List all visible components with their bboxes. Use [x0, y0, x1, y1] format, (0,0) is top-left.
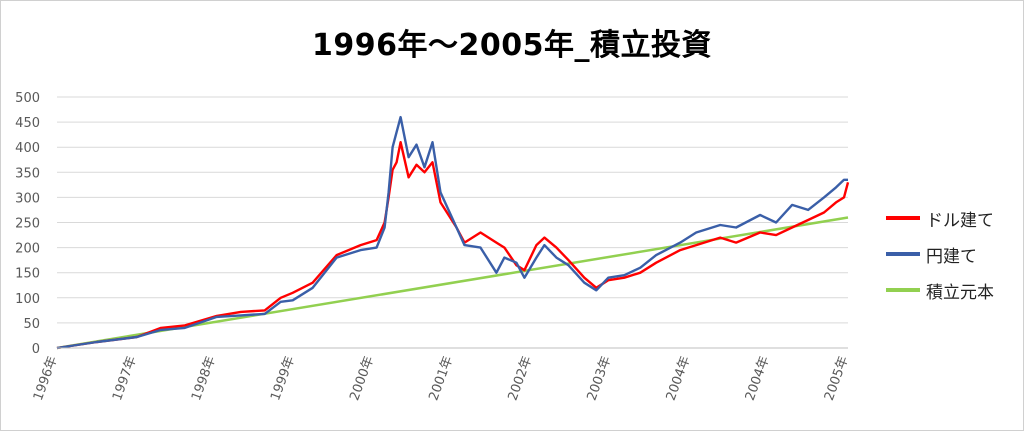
x-axis-tick-labels: 1996年 1997年 1998年 1999年 2000年 2001年 2002年 2003年… — [31, 354, 852, 402]
series-lines — [56, 115, 850, 350]
y-tick-label: 100 — [15, 292, 40, 307]
x-tick-label: 1997年 — [110, 354, 140, 402]
legend-item-dollar: ドル建て — [886, 200, 994, 236]
legend-item-yen: 円建て — [886, 236, 994, 272]
legend-swatch-yen — [886, 252, 920, 256]
x-tick-label: 1996年 — [31, 354, 61, 402]
legend-swatch-principal — [886, 288, 920, 292]
chart-title: 1996年～2005年_積立投資 — [312, 28, 712, 63]
legend-swatch-dollar — [886, 216, 920, 220]
legend: ドル建て 円建て 積立元本 — [886, 200, 994, 308]
y-tick-label: 250 — [15, 217, 40, 232]
y-tick-label: 150 — [15, 267, 40, 282]
series-line-0 — [56, 140, 850, 350]
y-tick-label: 450 — [15, 116, 40, 131]
y-axis-tick-labels: 0 50 100 150 200 250 300 350 400 450 500 — [15, 91, 40, 357]
legend-item-principal: 積立元本 — [886, 272, 994, 308]
x-tick-label: 1998年 — [189, 354, 219, 402]
x-tick-label: 2003年 — [585, 354, 615, 402]
legend-label-principal: 積立元本 — [926, 282, 994, 303]
x-tick-label: 1999年 — [268, 354, 298, 402]
gridlines — [57, 96, 848, 324]
series-line-1 — [56, 115, 848, 350]
legend-label-dollar: ドル建て — [926, 210, 994, 231]
y-tick-label: 300 — [15, 191, 40, 206]
y-tick-label: 0 — [32, 342, 40, 357]
x-tick-label: 2000年 — [347, 354, 377, 402]
x-tick-label: 2002年 — [505, 354, 535, 402]
x-tick-label: 2001年 — [426, 354, 456, 402]
y-tick-label: 400 — [15, 141, 40, 156]
y-tick-label: 500 — [15, 91, 40, 106]
y-tick-label: 200 — [15, 242, 40, 257]
x-tick-label: 2004年 — [664, 354, 694, 402]
y-tick-label: 50 — [23, 317, 40, 332]
x-tick-label: 2004年 — [743, 354, 773, 402]
legend-label-yen: 円建て — [926, 246, 977, 267]
x-tick-label: 2005年 — [822, 354, 852, 402]
y-tick-label: 350 — [15, 166, 40, 181]
